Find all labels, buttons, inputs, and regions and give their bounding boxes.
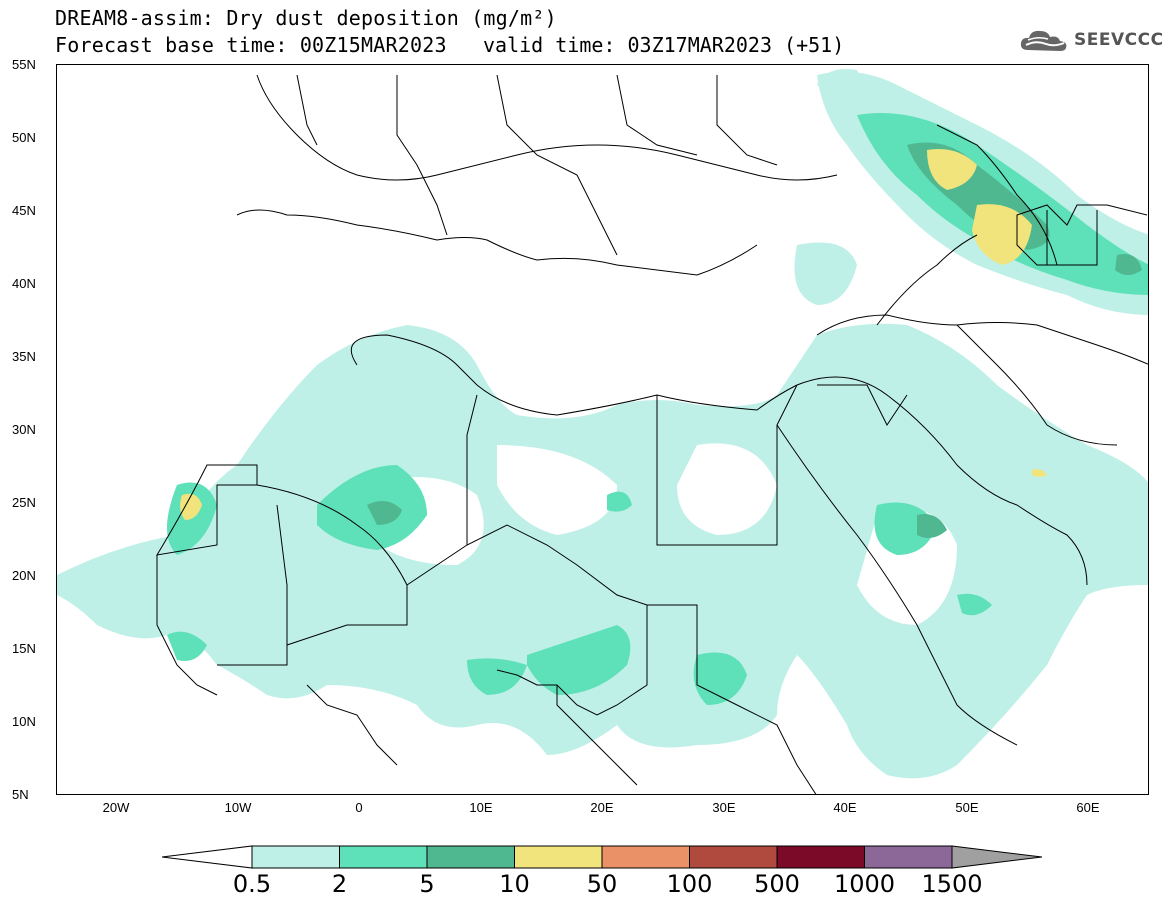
colorbar-box — [776, 845, 865, 869]
map-canvas — [57, 69, 1148, 794]
valid-time: valid time: 03Z17MAR2023 (+51) — [483, 33, 845, 57]
dust-deposition-map — [56, 64, 1149, 795]
colorbar-tick-label: 1500 — [921, 870, 983, 898]
seevccc-logo: SEEVCCC — [1018, 26, 1164, 54]
colorbar-tick-label: 0.5 — [232, 870, 272, 898]
lat-label: 25N — [12, 495, 36, 510]
lon-label: 50E — [955, 800, 979, 815]
lat-label: 15N — [12, 641, 36, 656]
colorbar-high-arrow — [951, 845, 1042, 869]
lat-label: 45N — [12, 203, 36, 218]
lon-label: 10E — [469, 800, 493, 815]
lat-label: 55N — [12, 57, 36, 72]
lat-label: 35N — [12, 349, 36, 364]
colorbar-box — [251, 845, 340, 869]
colorbar-box — [426, 845, 515, 869]
forecast-base-time: Forecast base time: 00Z15MAR2023 — [55, 33, 447, 57]
lat-label: 40N — [12, 276, 36, 291]
colorbar-box — [514, 845, 603, 869]
colorbar-tick-label: 5 — [419, 870, 435, 898]
colorbar-tick-label: 100 — [666, 870, 713, 898]
cloud-icon — [1020, 30, 1067, 51]
lat-label: 5N — [12, 787, 29, 802]
lon-label: 20W — [102, 800, 130, 815]
coastlines-and-borders — [156, 74, 1148, 794]
colorbar-box — [864, 845, 953, 869]
lon-label: 40E — [833, 800, 857, 815]
colorbar — [162, 845, 1042, 869]
lat-label: 50N — [12, 130, 36, 145]
logo-text: SEEVCCC — [1074, 30, 1164, 50]
lon-label: 10W — [224, 800, 252, 815]
lon-label: 60E — [1076, 800, 1100, 815]
colorbar-tick-label: 1000 — [833, 870, 896, 898]
colorbar-box — [339, 845, 428, 869]
colorbar-tick-label: 10 — [499, 870, 530, 898]
colorbar-box — [601, 845, 690, 869]
colorbar-tick-label: 500 — [754, 870, 800, 898]
colorbar-box — [689, 845, 778, 869]
colorbar-tick-label: 2 — [331, 870, 348, 898]
lat-label: 20N — [12, 568, 36, 583]
lat-label: 10N — [12, 714, 36, 729]
lon-label: 0 — [355, 800, 363, 815]
lon-label: 20E — [590, 800, 614, 815]
colorbar-tick-label: 50 — [586, 870, 618, 898]
lat-label: 30N — [12, 422, 36, 437]
lon-label: 30E — [712, 800, 736, 815]
colorbar-low-arrow — [162, 845, 253, 869]
colorbar-boxes — [251, 845, 953, 869]
map-title: DREAM8-assim: Dry dust deposition (mg/m²… — [55, 6, 557, 30]
